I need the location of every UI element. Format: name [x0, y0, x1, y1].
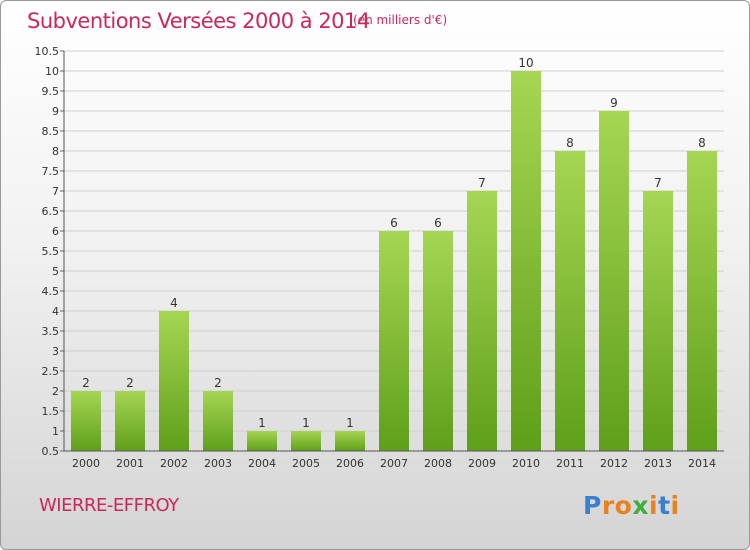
bar-value-label: 1: [346, 416, 354, 430]
y-tick-label: 3.5: [42, 325, 60, 338]
bar: [379, 231, 409, 451]
y-tick-label: 1.5: [42, 405, 60, 418]
bar: [467, 191, 497, 451]
bar: [247, 431, 277, 451]
logo-letter: r: [601, 491, 615, 520]
y-tick-label: 7: [52, 185, 59, 198]
bar: [643, 191, 673, 451]
x-tick-label: 2003: [204, 457, 232, 470]
bar: [71, 391, 101, 451]
bar: [599, 111, 629, 451]
bar-value-label: 4: [170, 296, 178, 310]
y-tick-label: 9.5: [42, 85, 60, 98]
bar-value-label: 8: [698, 136, 706, 150]
logo-letter: t: [658, 491, 671, 520]
bar: [555, 151, 585, 451]
x-tick-label: 2013: [644, 457, 672, 470]
chart-title: Subventions Versées 2000 à 2014: [27, 9, 370, 33]
x-tick-label: 2014: [688, 457, 716, 470]
bar-value-label: 1: [302, 416, 310, 430]
logo-letter: P: [583, 491, 602, 520]
x-tick-label: 2008: [424, 457, 452, 470]
y-tick-label: 10.5: [35, 45, 60, 58]
y-tick-label: 3: [52, 345, 59, 358]
bar-value-label: 2: [126, 376, 134, 390]
x-tick-label: 2007: [380, 457, 408, 470]
logo-letter: x: [632, 491, 649, 520]
bar-value-label: 6: [434, 216, 442, 230]
x-tick-label: 2011: [556, 457, 584, 470]
x-tick-label: 2004: [248, 457, 276, 470]
y-tick-label: 6: [52, 225, 59, 238]
y-tick-label: 8.5: [42, 125, 60, 138]
logo-letter: o: [614, 491, 633, 520]
bar: [511, 71, 541, 451]
bar-value-label: 10: [518, 56, 533, 70]
bar-value-label: 1: [258, 416, 266, 430]
y-tick-label: 4: [52, 305, 59, 318]
x-tick-label: 2005: [292, 457, 320, 470]
proxiti-logo: Proxiti: [583, 491, 680, 520]
labels: 0.5 1 1.5 2 2.5 3 3.5 4 4.5 5 5.5 6 6.5 7 7.5 8 8.5 9 9.5 1…: [35, 45, 717, 470]
x-tick-label: 2006: [336, 457, 364, 470]
chart-subtitle: (en milliers d'€): [353, 13, 448, 27]
bar: [203, 391, 233, 451]
y-tick-label: 6.5: [42, 205, 60, 218]
bar: [423, 231, 453, 451]
bar-value-label: 7: [478, 176, 486, 190]
y-tick-label: 0.5: [42, 445, 60, 458]
bars: [71, 71, 717, 451]
bar: [291, 431, 321, 451]
y-tick-label: 8: [52, 145, 59, 158]
y-tick-label: 2: [52, 385, 59, 398]
x-tick-label: 2012: [600, 457, 628, 470]
bar-value-label: 7: [654, 176, 662, 190]
commune-name: WIERRE-EFFROY: [39, 495, 179, 516]
logo-letter: i: [670, 491, 680, 520]
bar: [115, 391, 145, 451]
y-tick-label: 5: [52, 265, 59, 278]
x-tick-label: 2009: [468, 457, 496, 470]
x-tick-label: 2002: [160, 457, 188, 470]
bar: [159, 311, 189, 451]
bar-value-label: 9: [610, 96, 618, 110]
x-tick-label: 2000: [72, 457, 100, 470]
y-tick-label: 10: [45, 65, 59, 78]
x-tick-label: 2010: [512, 457, 540, 470]
y-tick-label: 2.5: [42, 365, 60, 378]
bar-value-label: 2: [214, 376, 222, 390]
y-tick-label: 9: [52, 105, 59, 118]
bar: [335, 431, 365, 451]
y-tick-label: 5.5: [42, 245, 60, 258]
axes: [60, 50, 724, 452]
bar-value-label: 6: [390, 216, 398, 230]
y-tick-label: 1: [52, 425, 59, 438]
x-tick-label: 2001: [116, 457, 144, 470]
y-tick-label: 4.5: [42, 285, 60, 298]
bar-value-label: 2: [82, 376, 90, 390]
logo-letter: i: [649, 491, 659, 520]
y-tick-label: 7.5: [42, 165, 60, 178]
bar-value-label: 8: [566, 136, 574, 150]
bar: [687, 151, 717, 451]
